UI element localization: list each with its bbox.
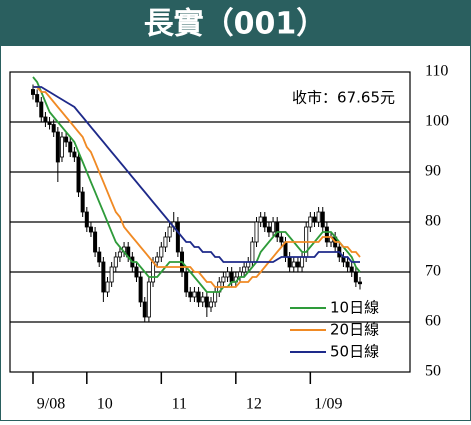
candle-body: [192, 291, 197, 298]
ma-line: [33, 86, 360, 263]
candle-body: [175, 221, 180, 253]
candle-body: [184, 271, 189, 293]
candle-body: [279, 236, 284, 243]
candle-body: [291, 261, 296, 268]
chart-title: 長實（001）: [144, 7, 327, 42]
candle-body: [271, 221, 276, 233]
candle-body: [109, 266, 114, 283]
candle-body: [200, 296, 205, 303]
candle-body: [320, 211, 325, 228]
legend-label: 20日線: [330, 321, 379, 339]
candle-body: [266, 226, 271, 233]
candle-body: [159, 246, 164, 258]
candle-body: [30, 89, 35, 95]
x-tick-label: 9/08: [37, 396, 65, 413]
candle-body: [76, 156, 81, 193]
candle-body: [213, 291, 218, 303]
candle-body: [35, 94, 40, 103]
candle-body: [117, 251, 122, 258]
x-tick-label: 11: [172, 396, 187, 413]
x-tick-label: 10: [97, 396, 113, 413]
candle-body: [43, 116, 48, 123]
candle-body: [142, 301, 147, 318]
candle-body: [353, 271, 358, 283]
candle-body: [97, 251, 102, 263]
y-tick-label: 80: [425, 213, 441, 230]
candle-body: [188, 291, 193, 298]
candle-body: [308, 216, 313, 228]
legend-label: 50日線: [330, 343, 379, 361]
candle-body: [105, 281, 110, 293]
candle-body: [221, 276, 226, 283]
legend-label: 10日線: [330, 299, 379, 317]
y-tick-label: 70: [425, 263, 441, 280]
candle-body: [287, 256, 292, 268]
candle-body: [151, 261, 156, 283]
y-tick-label: 90: [425, 163, 441, 180]
candle-body: [72, 151, 77, 158]
candle-body: [295, 261, 300, 268]
candle-body: [275, 221, 280, 238]
candle-body: [155, 256, 160, 263]
candle-body: [242, 266, 247, 273]
x-tick-label: 1/09: [314, 396, 342, 413]
candle-body: [324, 226, 329, 243]
y-tick-label: 100: [425, 113, 449, 130]
candle-body: [84, 211, 89, 228]
candle-body: [64, 136, 69, 143]
candle-body: [80, 191, 85, 213]
candle-body: [167, 226, 172, 238]
y-tick-label: 110: [425, 63, 448, 80]
candle-body: [88, 226, 93, 233]
ma-line: [32, 76, 361, 293]
y-tick-label: 50: [425, 363, 441, 380]
candle-body: [208, 301, 213, 308]
annotation: 收市：67.65元: [292, 89, 395, 107]
candle-body: [345, 261, 350, 268]
candle-body: [146, 281, 151, 318]
candle-body: [101, 261, 106, 293]
candle-body: [93, 231, 98, 253]
candle-body: [196, 291, 201, 303]
ma-line: [33, 86, 361, 288]
candle-body: [258, 216, 263, 223]
candle-body: [47, 121, 52, 125]
candle-body: [312, 216, 317, 223]
candle-body: [262, 216, 267, 228]
candle-body: [316, 211, 321, 223]
candle-body: [68, 141, 73, 153]
candle-body: [250, 241, 255, 263]
candle-body: [39, 101, 44, 118]
candle-body: [229, 271, 234, 283]
candle-body: [357, 281, 362, 285]
header: [0, 0, 471, 46]
candle-body: [163, 236, 168, 248]
candle-body: [204, 296, 209, 308]
candle-body: [300, 256, 305, 268]
x-tick-label: 12: [246, 396, 262, 413]
candle-body: [138, 276, 143, 303]
candle-body: [349, 266, 354, 273]
candle-body: [134, 266, 139, 278]
candle-body: [59, 136, 64, 158]
y-tick-label: 60: [425, 313, 441, 330]
candle-body: [254, 221, 259, 243]
candle-body: [55, 131, 60, 163]
candle-body: [51, 124, 56, 133]
candle-body: [113, 256, 118, 268]
candle-body: [225, 271, 230, 278]
